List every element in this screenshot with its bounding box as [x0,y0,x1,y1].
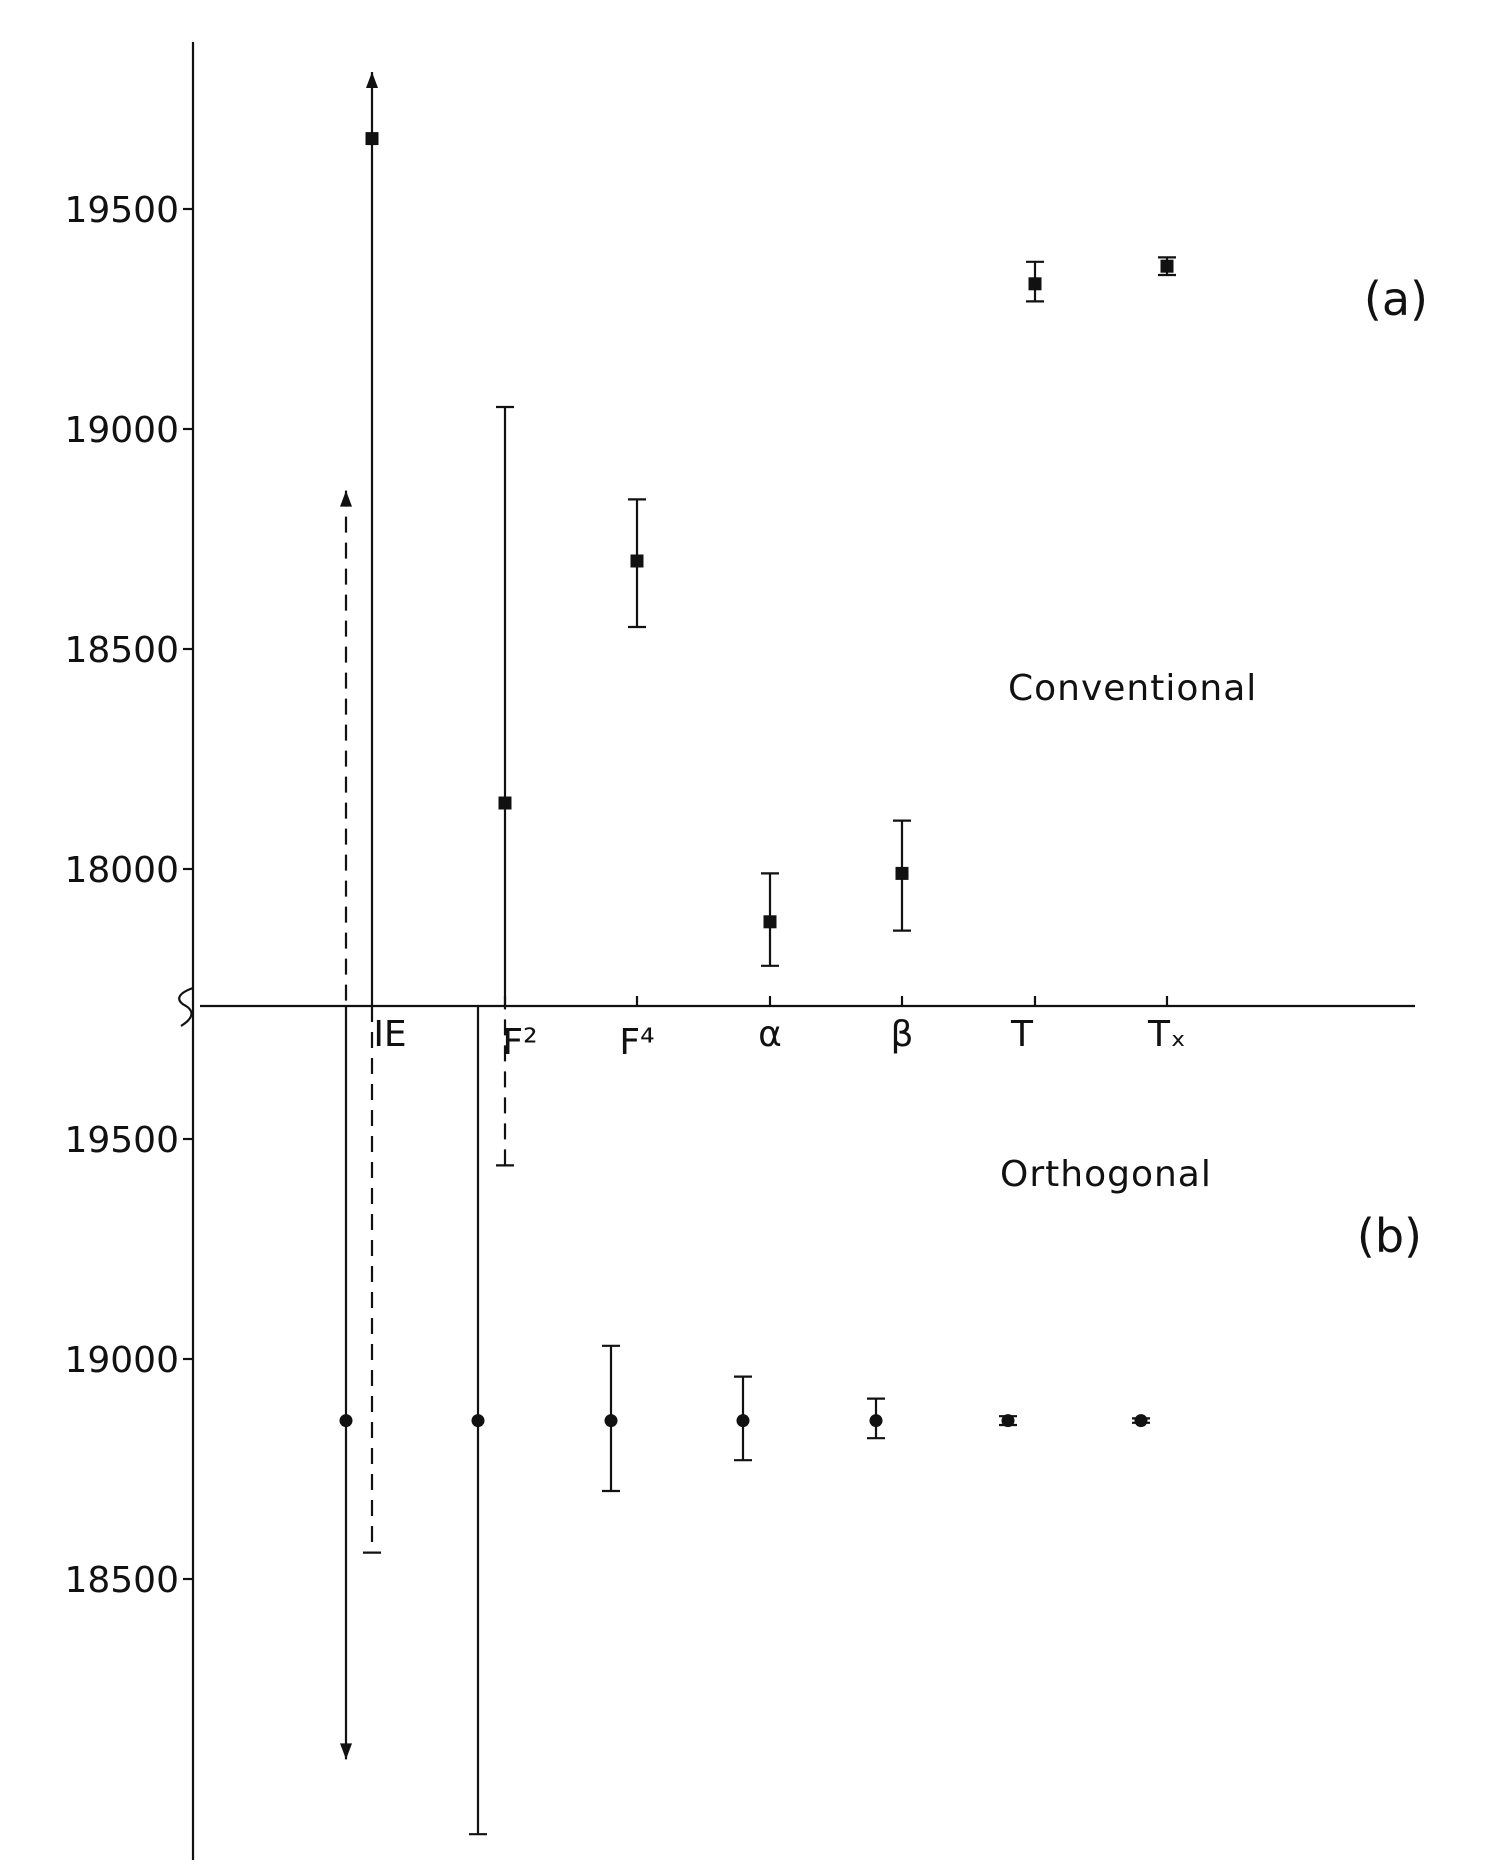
marker-square [1160,259,1174,273]
category-label: F⁴ [619,1022,654,1063]
dashed-bar-1-0 [363,1006,381,1554]
panel-label: (a) [1364,272,1428,326]
axes [178,42,1415,1860]
marker-square [763,915,777,929]
y-tick-label: 18500 [64,630,179,671]
marker-square [895,866,909,880]
marker-circle [736,1414,750,1428]
panel-0 [340,72,1176,1006]
data-point-1-6 [1132,1414,1150,1428]
marker-circle [604,1414,618,1428]
y-tick-label: 19500 [64,1120,179,1161]
data-point-0-3 [761,872,779,967]
category-label: F² [502,1022,537,1063]
panel-1 [339,1006,1150,1836]
marker-square [630,554,644,568]
marker-circle [1134,1414,1148,1428]
data-point-1-0 [339,1006,353,1760]
marker-circle [869,1414,883,1428]
dashed-bar-1-1 [496,1006,514,1167]
data-point-1-4 [867,1397,885,1440]
marker-circle [1001,1414,1015,1428]
marker-circle [339,1414,353,1428]
annotation-label: Conventional [1008,668,1257,709]
data-point-1-3 [734,1375,752,1462]
category-label: IE [373,1014,406,1055]
annotation-label: Orthogonal [1000,1154,1212,1195]
marker-circle [471,1414,485,1428]
data-point-0-1 [496,405,514,1006]
y-tick-label: 19000 [64,1340,179,1381]
category-label: Tₓ [1147,1014,1186,1055]
series-layer [339,72,1176,1836]
label-layer: (a) Conventional (b) Orthogonal IE F² F⁴ α β T Tₓ [373,272,1428,1263]
data-point-1-1 [469,1006,487,1836]
data-point-0-2 [628,498,646,629]
y-tick-label: 19000 [64,410,179,451]
tick-layer: 18000 18500 19000 19500 18500 19000 19500 [64,190,1169,1601]
data-point-0-6 [1158,256,1176,277]
category-label: α [758,1014,782,1055]
marker-square [1028,277,1042,291]
data-point-1-5 [999,1414,1017,1428]
marker-square [498,796,512,810]
dashed-bar-0-0 [340,490,352,1006]
data-point-0-4 [893,819,911,932]
arrow-down-icon [340,1743,352,1760]
data-point-1-2 [602,1344,620,1493]
panel-label: (b) [1357,1209,1422,1263]
data-point-0-5 [1026,260,1044,303]
y-tick-label: 19500 [64,190,179,231]
y-tick-label: 18000 [64,850,179,891]
arrow-up-icon [366,72,378,88]
y-tick-label: 18500 [64,1560,179,1601]
marker-square [365,132,379,146]
category-label: β [891,1014,914,1055]
axis-break-mark [178,986,194,1027]
arrow-up-icon [340,490,352,507]
category-label: T [1010,1014,1034,1055]
data-point-0-0 [365,72,379,1006]
